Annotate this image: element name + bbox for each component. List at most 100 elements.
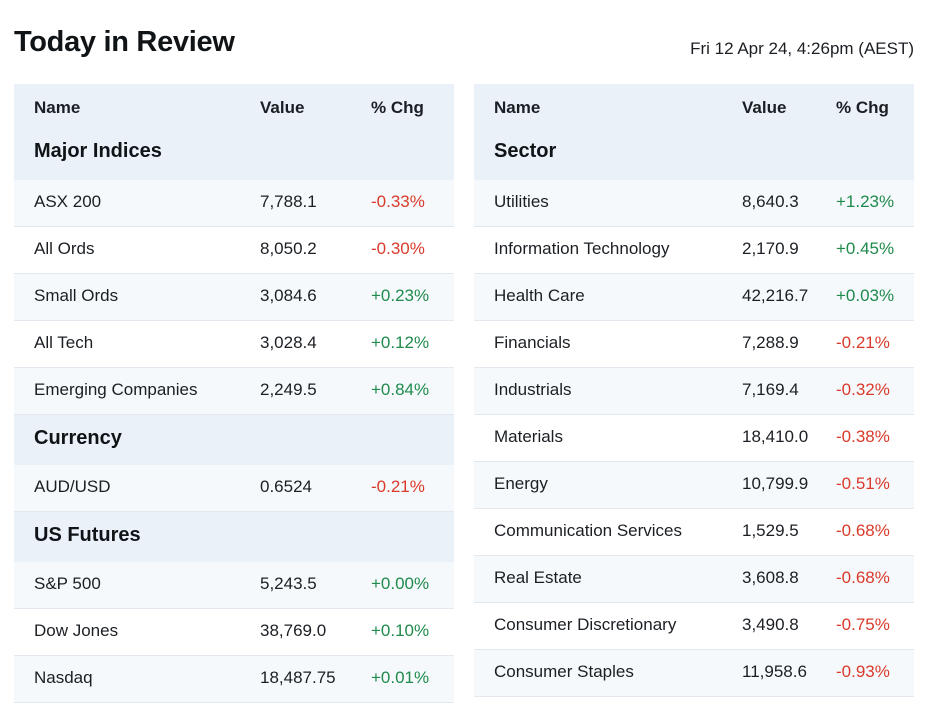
column-header-name[interactable]: Name [34, 98, 81, 117]
section-title: Sector [494, 140, 557, 162]
row-value: 2,249.5 [260, 380, 317, 399]
row-value: 18,410.0 [742, 427, 809, 446]
section-header: Currency [14, 415, 454, 465]
row-name[interactable]: Industrials [494, 380, 572, 399]
row-name[interactable]: Health Care [494, 286, 585, 305]
row-name[interactable]: ASX 200 [34, 192, 102, 211]
row-name[interactable]: Financials [494, 333, 571, 352]
table-row[interactable]: Nasdaq 18,487.75 +0.01% [14, 656, 454, 703]
table-row[interactable]: Consumer Staples 11,958.6 -0.93% [474, 650, 914, 697]
row-name[interactable]: Information Technology [494, 239, 670, 258]
table-row[interactable]: Information Technology 2,170.9 +0.45% [474, 227, 914, 274]
row-name[interactable]: Consumer Staples [494, 662, 634, 681]
row-value: 3,490.8 [742, 615, 799, 634]
row-change: -0.21% [371, 477, 425, 496]
row-change: +0.23% [371, 286, 430, 305]
table-row[interactable]: Small Ords 3,084.6 +0.23% [14, 274, 454, 321]
table-row[interactable]: Emerging Companies 2,249.5 +0.84% [14, 368, 454, 415]
section-title: Major Indices [34, 140, 162, 162]
row-change: +0.03% [836, 286, 895, 305]
row-value: 3,608.8 [742, 568, 799, 587]
row-change: +0.00% [371, 574, 430, 593]
row-value: 0.6524 [260, 477, 312, 496]
table-row[interactable]: Financials 7,288.9 -0.21% [474, 321, 914, 368]
section-header: Sector [474, 130, 914, 180]
table-row[interactable]: Energy 10,799.9 -0.51% [474, 462, 914, 509]
table-row[interactable]: AUD/USD 0.6524 -0.21% [14, 465, 454, 512]
row-name[interactable]: All Ords [34, 239, 95, 258]
row-value: 3,084.6 [260, 286, 317, 305]
table-row[interactable]: Dow Jones 38,769.0 +0.10% [14, 609, 454, 656]
row-change: -0.32% [836, 380, 890, 399]
table-row[interactable]: All Tech 3,028.4 +0.12% [14, 321, 454, 368]
row-change: +0.45% [836, 239, 895, 258]
row-change: +0.84% [371, 380, 430, 399]
row-change: -0.68% [836, 568, 890, 587]
row-name[interactable]: Dow Jones [34, 621, 119, 640]
row-name[interactable]: Real Estate [494, 568, 582, 587]
row-name[interactable]: Communication Services [494, 521, 683, 540]
row-name[interactable]: Emerging Companies [34, 380, 198, 399]
column-header-change[interactable]: % Chg [371, 98, 424, 117]
row-value: 10,799.9 [742, 474, 809, 493]
page-title: Today in Review [14, 26, 235, 58]
row-change: -0.21% [836, 333, 890, 352]
section-title: Currency [34, 427, 122, 449]
row-name[interactable]: Nasdaq [34, 668, 93, 687]
row-value: 7,288.9 [742, 333, 799, 352]
row-value: 3,028.4 [260, 333, 317, 352]
row-name[interactable]: Energy [494, 474, 548, 493]
row-change: -0.33% [371, 192, 425, 211]
table-row[interactable]: Health Care 42,216.7 +0.03% [474, 274, 914, 321]
row-change: -0.38% [836, 427, 890, 446]
row-change: +0.12% [371, 333, 430, 352]
row-change: +0.01% [371, 668, 430, 687]
row-value: 1,529.5 [742, 521, 799, 540]
table-row[interactable]: Real Estate 3,608.8 -0.68% [474, 556, 914, 603]
table-row[interactable]: Industrials 7,169.4 -0.32% [474, 368, 914, 415]
row-change: -0.93% [836, 662, 890, 681]
row-name[interactable]: All Tech [34, 333, 94, 352]
column-header-name[interactable]: Name [494, 98, 541, 117]
row-name[interactable]: S&P 500 [34, 574, 101, 593]
row-value: 7,788.1 [260, 192, 317, 211]
row-name[interactable]: Consumer Discretionary [494, 615, 677, 634]
row-value: 42,216.7 [742, 286, 809, 305]
row-name[interactable]: Small Ords [34, 286, 119, 305]
section-header: Major Indices [14, 130, 454, 180]
column-header-change[interactable]: % Chg [836, 98, 889, 117]
row-value: 18,487.75 [260, 668, 336, 687]
row-change: +1.23% [836, 192, 895, 211]
row-value: 8,640.3 [742, 192, 799, 211]
row-value: 5,243.5 [260, 574, 317, 593]
table-row[interactable]: Utilities 8,640.3 +1.23% [474, 180, 914, 227]
row-name[interactable]: Materials [494, 427, 563, 446]
row-value: 38,769.0 [260, 621, 327, 640]
row-value: 8,050.2 [260, 239, 317, 258]
row-change: -0.68% [836, 521, 890, 540]
row-change: -0.51% [836, 474, 890, 493]
section-header: US Futures [14, 512, 454, 562]
row-change: -0.30% [371, 239, 425, 258]
table-row[interactable]: All Ords 8,050.2 -0.30% [14, 227, 454, 274]
table-header: Name Value % Chg [14, 84, 454, 130]
column-header-value[interactable]: Value [742, 98, 787, 117]
table-row[interactable]: Materials 18,410.0 -0.38% [474, 415, 914, 462]
timestamp: Fri 12 Apr 24, 4:26pm (AEST) [690, 39, 914, 58]
table-row[interactable]: ASX 200 7,788.1 -0.33% [14, 180, 454, 227]
row-change: +0.10% [371, 621, 430, 640]
section-title: US Futures [34, 524, 141, 546]
row-value: 2,170.9 [742, 239, 799, 258]
market-indices-table: Name Value % Chg Major Indices ASX 200 7,7… [14, 84, 454, 703]
row-name[interactable]: AUD/USD [34, 477, 111, 496]
row-name[interactable]: Utilities [494, 192, 549, 211]
table-header: Name Value % Chg [474, 84, 914, 130]
row-value: 11,958.6 [742, 662, 807, 681]
table-row[interactable]: Consumer Discretionary 3,490.8 -0.75% [474, 603, 914, 650]
table-row[interactable]: S&P 500 5,243.5 +0.00% [14, 562, 454, 609]
row-value: 7,169.4 [742, 380, 799, 399]
column-header-value[interactable]: Value [260, 98, 305, 117]
table-row[interactable]: Communication Services 1,529.5 -0.68% [474, 509, 914, 556]
page-header: Today in Review Fri 12 Apr 24, 4:26pm (A… [14, 26, 914, 66]
row-change: -0.75% [836, 615, 890, 634]
